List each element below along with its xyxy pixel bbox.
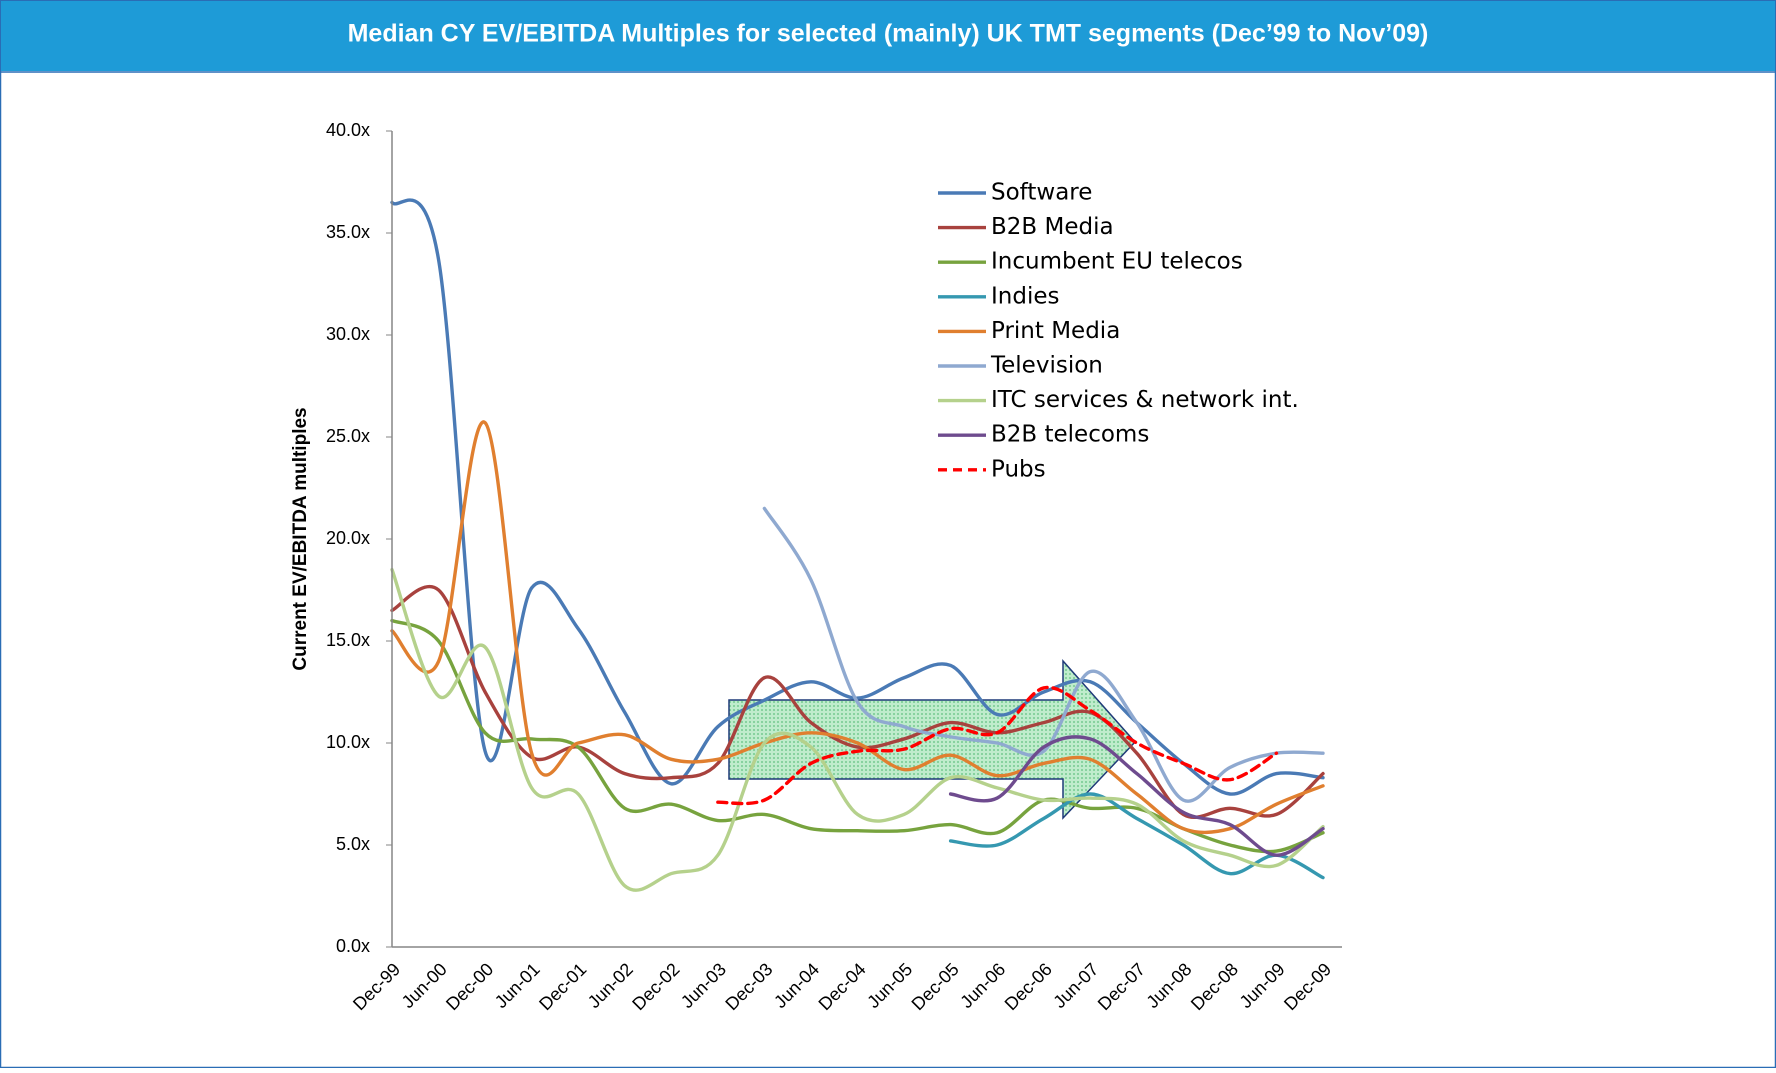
y-tick-label: 20.0x bbox=[326, 528, 370, 548]
legend-label: B2B telecoms bbox=[991, 422, 1149, 448]
trend-arrow bbox=[728, 659, 1137, 820]
y-axis-title: Current EV/EBITDA multiples bbox=[290, 407, 311, 670]
series-line bbox=[948, 735, 1325, 857]
legend-label: Pubs bbox=[991, 456, 1046, 482]
series-line bbox=[948, 792, 1325, 880]
legend-label: Incumbent EU telecos bbox=[991, 249, 1243, 275]
legend-label: Television bbox=[990, 353, 1103, 379]
series-line bbox=[716, 685, 1279, 806]
y-tick-label: 30.0x bbox=[326, 324, 370, 344]
series-line bbox=[762, 506, 1325, 803]
legend-label: ITC services & network int. bbox=[991, 387, 1299, 413]
series-line bbox=[390, 618, 1325, 854]
y-tick-label: 0.0x bbox=[336, 936, 370, 956]
series-line bbox=[390, 567, 1325, 892]
y-tick-label: 5.0x bbox=[336, 834, 370, 854]
y-tick-label: 35.0x bbox=[326, 222, 370, 242]
y-tick-label: 40.0x bbox=[326, 120, 370, 140]
y-tick-label: 10.0x bbox=[326, 732, 370, 752]
y-tick-label: 25.0x bbox=[326, 426, 370, 446]
legend-label: Indies bbox=[991, 283, 1059, 309]
series-line bbox=[390, 420, 1325, 835]
chart-title: Median CY EV/EBITDA Multiples for select… bbox=[348, 20, 1429, 48]
legend-label: B2B Media bbox=[991, 214, 1114, 240]
legend-label: Print Media bbox=[991, 318, 1120, 344]
title-bar bbox=[1, 1, 1775, 71]
legend-label: Software bbox=[991, 180, 1092, 206]
y-tick-label: 15.0x bbox=[326, 630, 370, 650]
